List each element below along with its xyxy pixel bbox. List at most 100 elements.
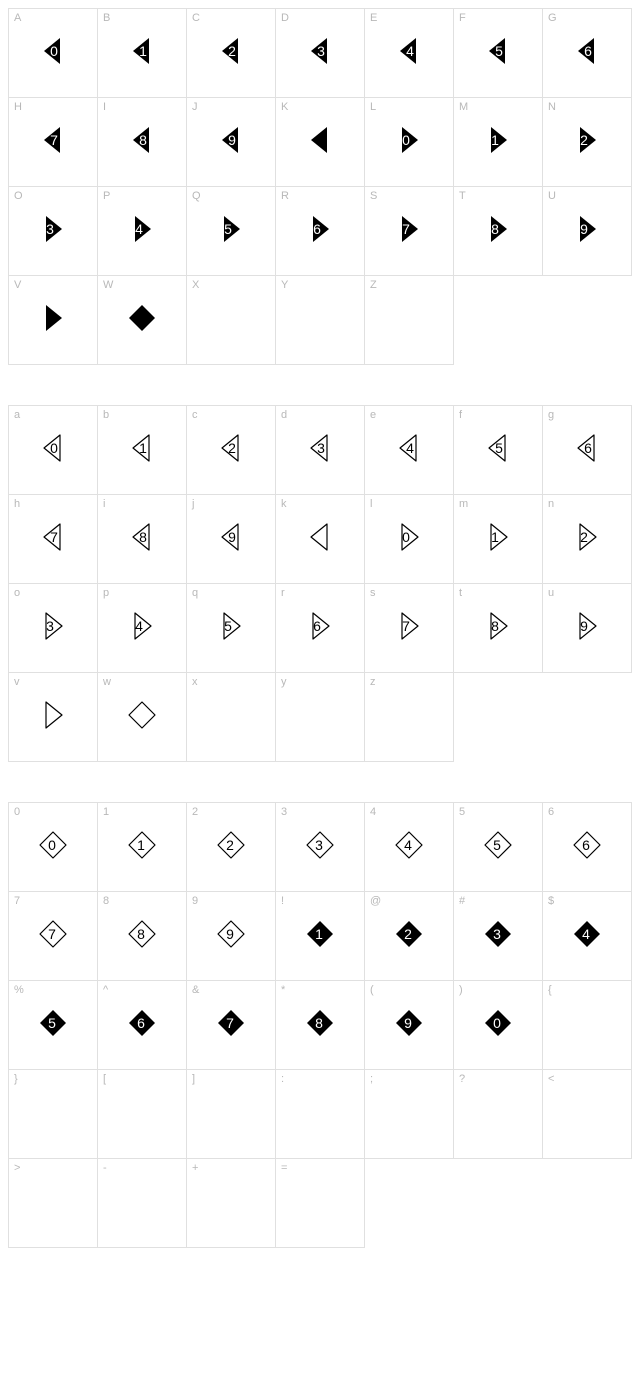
char-cell: H7 [9, 98, 98, 187]
cell-label: ! [281, 895, 284, 907]
char-cell: J9 [187, 98, 276, 187]
char-cell: I8 [98, 98, 187, 187]
glyph-tri_right_filled: 4 [124, 211, 160, 247]
cell-label: d [281, 409, 287, 421]
cell-label: 6 [548, 806, 554, 818]
cell-label: g [548, 409, 554, 421]
glyph-none [124, 1183, 160, 1219]
glyph-tri_right_outline [35, 697, 71, 733]
glyph-diamond_filled: 8 [302, 1005, 338, 1041]
cell-label: + [192, 1162, 198, 1174]
cell-label: < [548, 1073, 554, 1085]
glyph-tri_right_filled: 1 [480, 122, 516, 158]
cell-label: v [14, 676, 20, 688]
cell-label: B [103, 12, 110, 24]
char-cell: z [365, 673, 454, 762]
char-cell: j9 [187, 495, 276, 584]
char-cell: = [276, 1159, 365, 1248]
glyph-tri_right_filled [35, 300, 71, 336]
cell-label: ; [370, 1073, 373, 1085]
char-cell: w [98, 673, 187, 762]
char-cell: )0 [454, 981, 543, 1070]
cell-label: ? [459, 1073, 465, 1085]
cell-label: 4 [370, 806, 376, 818]
glyph-none [35, 1183, 71, 1219]
glyph-none [480, 1094, 516, 1130]
char-cell: p4 [98, 584, 187, 673]
char-cell: &7 [187, 981, 276, 1070]
char-cell: s7 [365, 584, 454, 673]
glyph-tri_left_outline: 9 [213, 519, 249, 555]
glyph-tri_left_outline [302, 519, 338, 555]
glyph-diamond_outline: 8 [124, 916, 160, 952]
glyph-tri_left_filled: 0 [35, 33, 71, 69]
char-cell: h7 [9, 495, 98, 584]
char-cell: ; [365, 1070, 454, 1159]
cell-label: R [281, 190, 289, 202]
glyph-tri_right_outline: 1 [480, 519, 516, 555]
cell-label: = [281, 1162, 287, 1174]
char-cell: b1 [98, 406, 187, 495]
cell-label: 2 [192, 806, 198, 818]
char-cell: i8 [98, 495, 187, 584]
cell-label: L [370, 101, 376, 113]
char-cell: (9 [365, 981, 454, 1070]
glyph-none [302, 1183, 338, 1219]
glyph-none [391, 1094, 427, 1130]
cell-label: E [370, 12, 377, 24]
cell-label: t [459, 587, 462, 599]
cell-label: [ [103, 1073, 106, 1085]
char-cell: 00 [9, 803, 98, 892]
glyph-tri_right_outline: 8 [480, 608, 516, 644]
cell-label: b [103, 409, 109, 421]
char-cell: ^6 [98, 981, 187, 1070]
char-cell: S7 [365, 187, 454, 276]
char-cell: > [9, 1159, 98, 1248]
glyph-tri_left_outline: 8 [124, 519, 160, 555]
glyph-diamond_filled: 6 [124, 1005, 160, 1041]
cell-label: & [192, 984, 199, 996]
char-cell: o3 [9, 584, 98, 673]
char-cell: K [276, 98, 365, 187]
char-cell: q5 [187, 584, 276, 673]
glyph-tri_right_outline: 7 [391, 608, 427, 644]
char-cell: - [98, 1159, 187, 1248]
glyph-tri_left_filled: 7 [35, 122, 71, 158]
char-cell: k [276, 495, 365, 584]
char-cell: R6 [276, 187, 365, 276]
glyph-none [213, 697, 249, 733]
cell-label: a [14, 409, 20, 421]
cell-label: T [459, 190, 466, 202]
glyph-tri_right_filled: 9 [569, 211, 605, 247]
glyph-tri_left_filled [302, 122, 338, 158]
char-cell: #3 [454, 892, 543, 981]
glyph-none [213, 1183, 249, 1219]
glyph-tri_left_filled: 3 [302, 33, 338, 69]
cell-label: 0 [14, 806, 20, 818]
cell-label: Z [370, 279, 377, 291]
glyph-tri_right_outline: 6 [302, 608, 338, 644]
cell-label: > [14, 1162, 20, 1174]
glyph-tri_right_filled: 6 [302, 211, 338, 247]
glyph-tri_right_outline: 4 [124, 608, 160, 644]
cell-label: i [103, 498, 105, 510]
cell-label: H [14, 101, 22, 113]
glyph-none [302, 697, 338, 733]
cell-label: A [14, 12, 21, 24]
char-cell: X [187, 276, 276, 365]
cell-label: s [370, 587, 376, 599]
glyph-tri_right_outline: 3 [35, 608, 71, 644]
glyph-diamond_filled: 0 [480, 1005, 516, 1041]
glyph-tri_left_filled: 9 [213, 122, 249, 158]
glyph-tri_left_outline: 0 [35, 430, 71, 466]
glyph-diamond_filled [124, 300, 160, 336]
cell-label: 5 [459, 806, 465, 818]
glyph-tri_left_outline: 3 [302, 430, 338, 466]
char-cell: Q5 [187, 187, 276, 276]
cell-label: { [548, 984, 552, 996]
cell-label: c [192, 409, 198, 421]
cell-label: C [192, 12, 200, 24]
glyph-tri_left_filled: 4 [391, 33, 427, 69]
glyph-tri_left_filled: 8 [124, 122, 160, 158]
cell-label: - [103, 1162, 107, 1174]
